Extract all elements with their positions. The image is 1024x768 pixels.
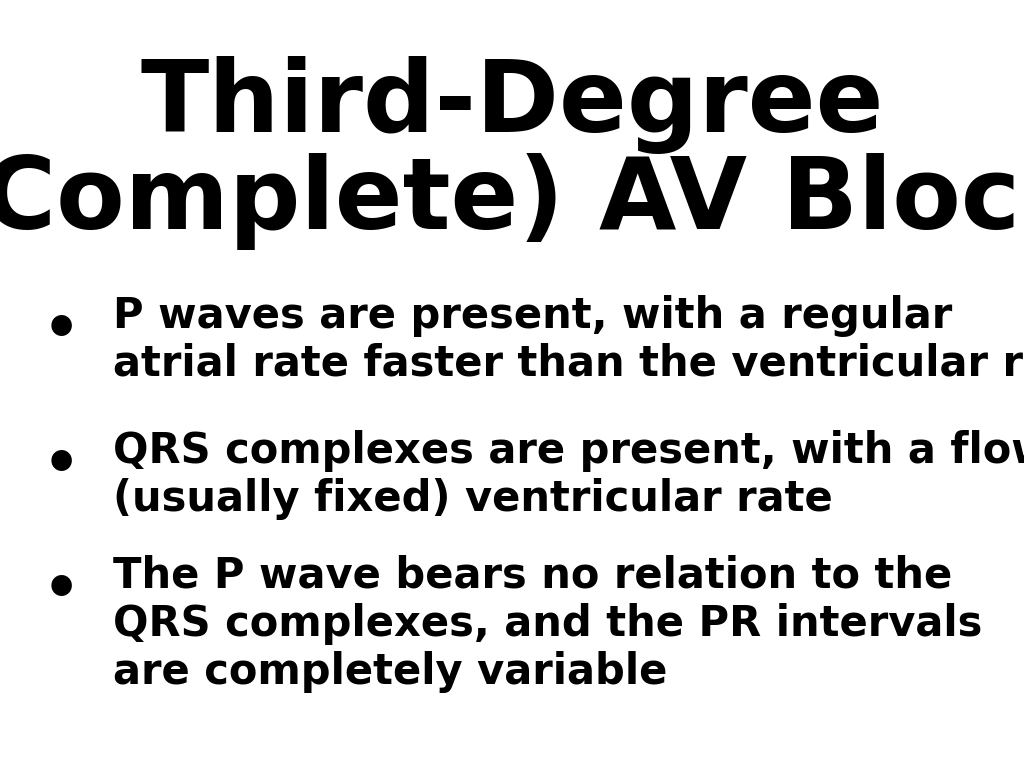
Text: Third-Degree: Third-Degree bbox=[140, 56, 884, 154]
Text: (usually fixed) ventricular rate: (usually fixed) ventricular rate bbox=[113, 478, 833, 520]
Text: The P wave bears no relation to the: The P wave bears no relation to the bbox=[113, 555, 952, 597]
Text: QRS complexes are present, with a flow: QRS complexes are present, with a flow bbox=[113, 430, 1024, 472]
Text: QRS complexes, and the PR intervals: QRS complexes, and the PR intervals bbox=[113, 603, 982, 645]
Text: •: • bbox=[43, 303, 80, 360]
Text: are completely variable: are completely variable bbox=[113, 651, 667, 693]
Text: (Complete) AV Block: (Complete) AV Block bbox=[0, 153, 1024, 250]
Text: atrial rate faster than the ventricular rate: atrial rate faster than the ventricular … bbox=[113, 343, 1024, 385]
Text: •: • bbox=[43, 438, 80, 495]
Text: •: • bbox=[43, 563, 80, 620]
Text: P waves are present, with a regular: P waves are present, with a regular bbox=[113, 295, 952, 337]
